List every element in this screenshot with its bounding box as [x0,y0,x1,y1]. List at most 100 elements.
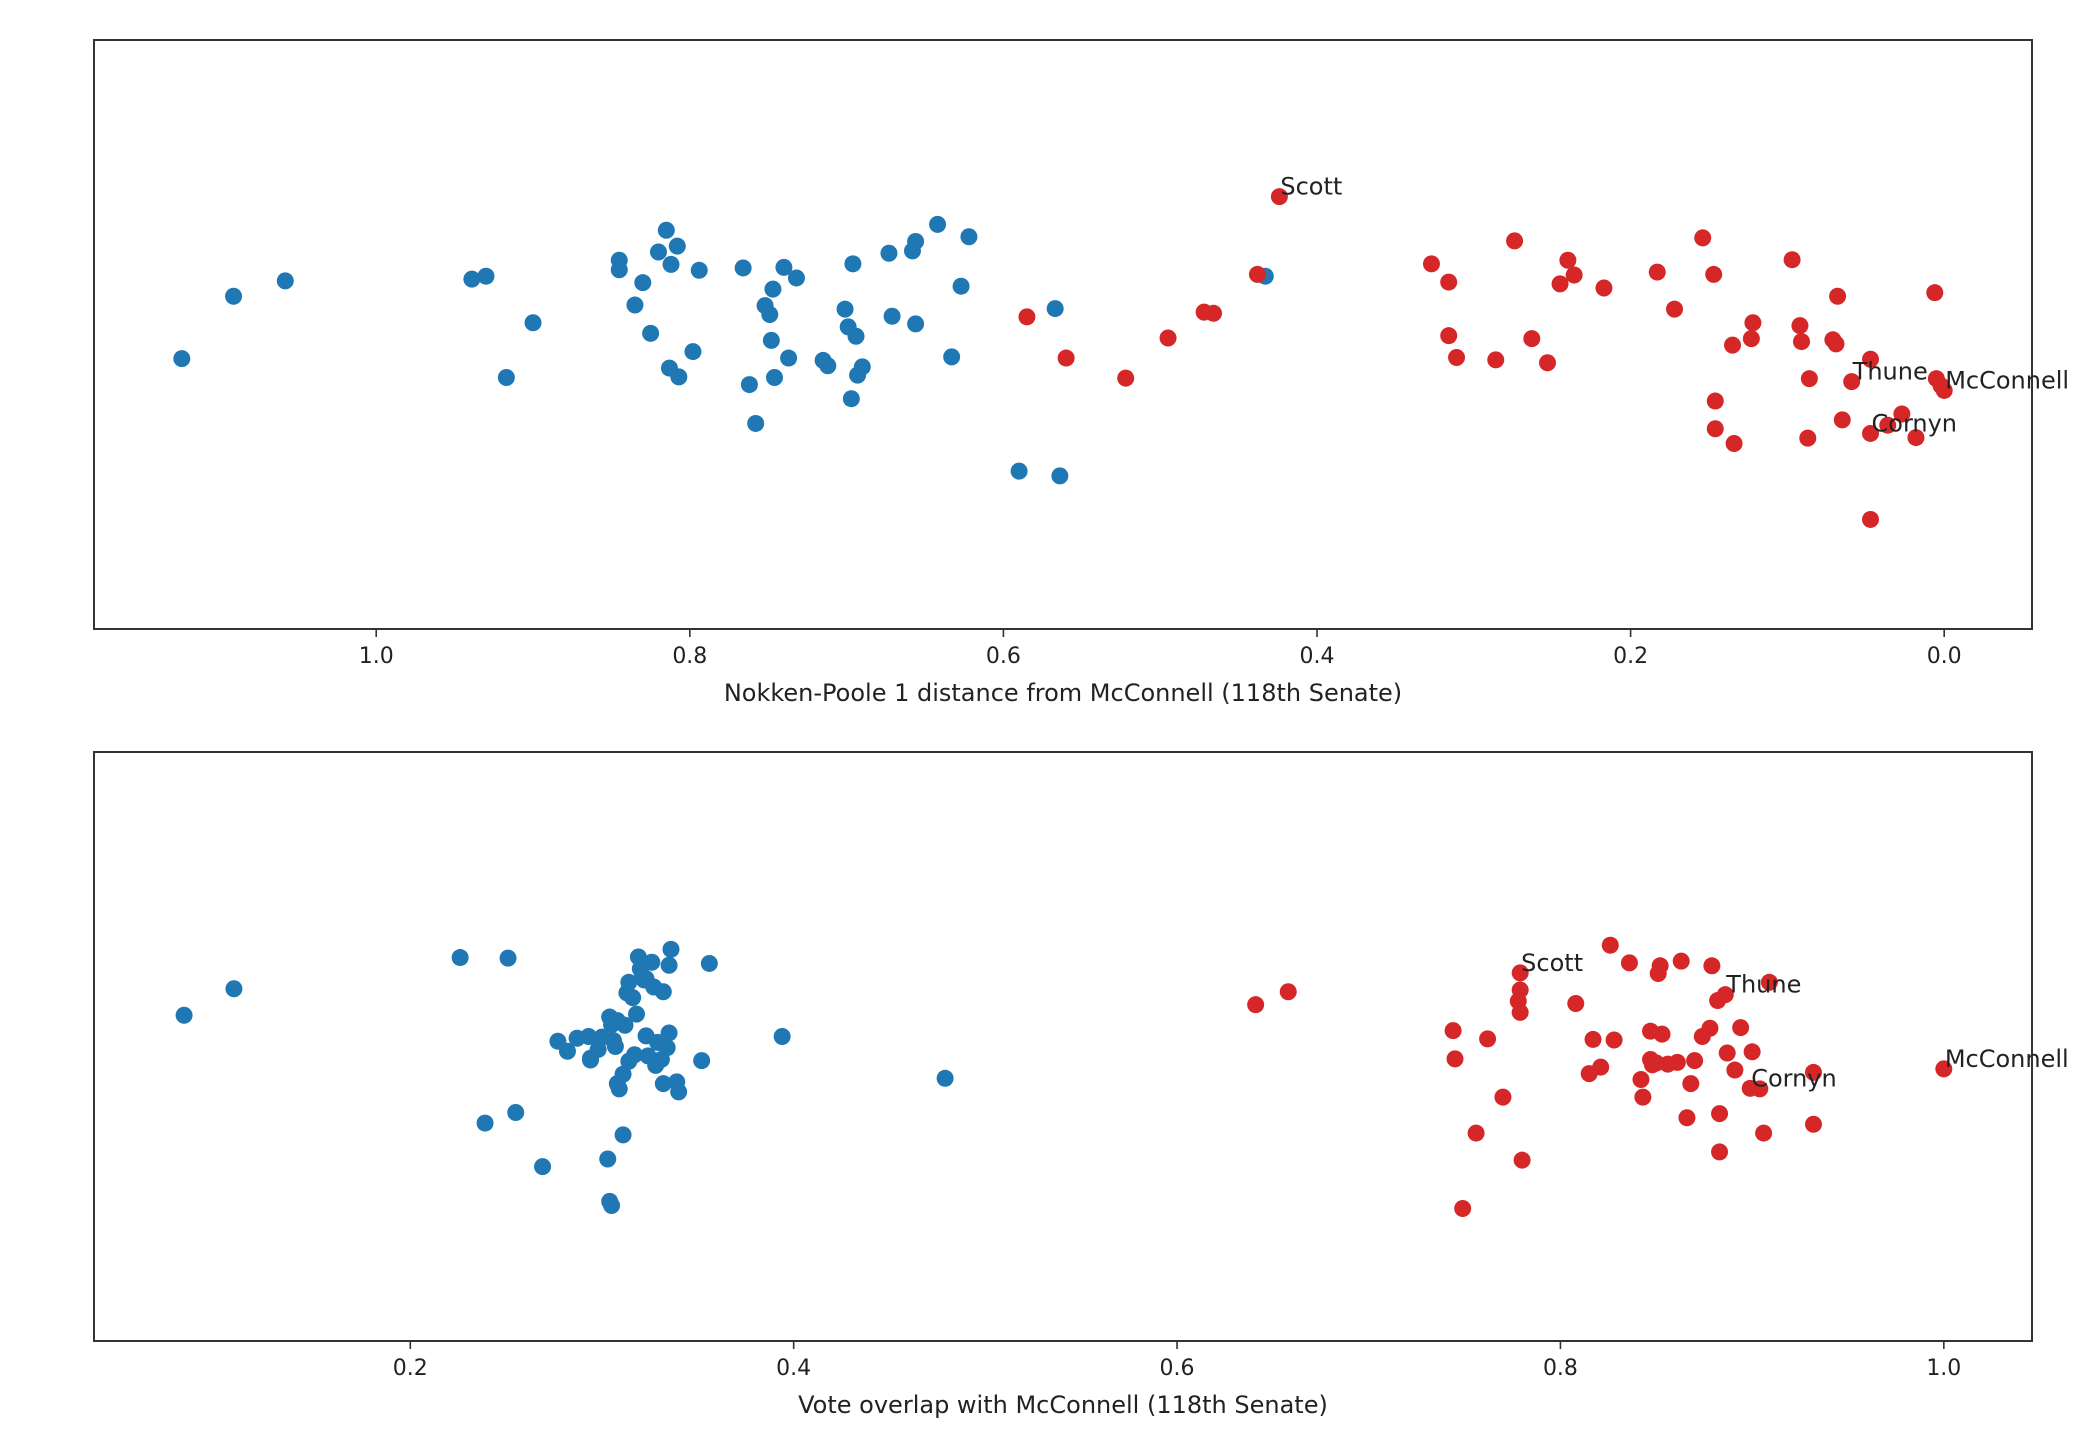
democrat-senator-point [844,255,862,273]
republican-senator-point [1678,1109,1696,1127]
republican-senator-point [1705,265,1723,283]
democrat-senator-point [463,270,481,288]
democrat-senator-point [497,368,515,386]
republican-senator-point [1804,1115,1822,1133]
republican-senator-point [1672,952,1690,970]
republican-senator-point [1446,1050,1464,1068]
republican-senator-point [1862,424,1879,442]
republican-senator-point [1057,349,1075,367]
democrat-senator-point [610,261,628,279]
democrat-senator-point [943,348,961,366]
democrat-senator-point [952,277,970,295]
democrat-senator-point [883,307,901,325]
point-annotation: Thune [1852,358,1928,386]
democrat-senator-point [451,949,469,967]
democrat-senator-point [740,376,758,394]
republican-senator-point [1879,416,1897,434]
democrat-senator-point [225,980,243,998]
republican-senator-point [1454,1199,1472,1217]
republican-senator-point [1440,327,1458,345]
republican-senator-point [1686,1052,1704,1070]
democrat-senator-point [643,953,661,971]
democrat-senator-point [693,1052,711,1070]
republican-senator-point [1511,964,1529,982]
democrat-senator-point [660,956,678,974]
democrat-senator-point [660,1024,678,1042]
democrat-senator-point [614,1126,632,1144]
democrat-senator-point [1051,467,1069,485]
x-tick-label: 0.8 [672,644,707,669]
republican-senator-point [1682,1075,1700,1093]
democrat-senator-point [616,1016,634,1034]
republican-senator-point [1523,330,1541,348]
republican-senator-point [1862,350,1879,368]
democrat-senator-point [670,368,688,386]
republican-senator-point [1732,1019,1750,1037]
x-tick-label: 0.4 [776,1356,811,1381]
point-annotation: Cornyn [1872,409,1958,437]
republican-senator-point [1506,232,1524,250]
republican-senator-point [1827,335,1845,353]
republican-senator-point [1793,333,1811,351]
democrat-senator-point [690,261,708,279]
republican-senator-point [1018,308,1036,326]
republican-senator-point [1159,329,1177,347]
democrat-senator-point [534,1158,552,1176]
republican-senator-point [1248,265,1266,283]
republican-senator-point [1694,229,1712,247]
democrat-senator-point [670,1083,688,1101]
democrat-senator-point [603,1197,621,1215]
democrat-senator-point [507,1103,525,1121]
democrat-senator-point [599,1150,617,1168]
x-tick-label: 0.2 [1613,644,1648,669]
democrat-senator-point [761,305,779,323]
democrat-senator-point [907,315,925,333]
democrat-senator-point [626,296,644,314]
democrat-senator-point [668,237,686,255]
republican-senator-point [1755,1124,1773,1142]
plot-area-frame [93,39,2033,630]
democrat-senator-point [1010,462,1028,480]
republican-senator-point [1725,434,1743,452]
republican-senator-point [1648,263,1666,281]
republican-senator-point [1843,373,1861,391]
republican-senator-point [1716,986,1734,1004]
republican-senator-point [1279,983,1297,1001]
democrat-senator-point [836,300,854,318]
democrat-senator-point [642,324,660,342]
republican-senator-point [1422,255,1440,273]
democrat-senator-point [929,215,947,233]
point-annotation: Scott [1521,949,1583,977]
democrat-senator-point [624,989,642,1007]
democrat-senator-point [780,349,798,367]
republican-senator-point [1668,1053,1686,1071]
republican-senator-point [1592,1058,1610,1076]
democrat-senator-point [175,1006,193,1024]
republican-senator-point [1620,954,1638,972]
republican-senator-point [1666,300,1684,318]
republican-senator-point [1595,279,1613,297]
democrat-senator-point [627,1005,645,1023]
democrat-senator-point [819,357,837,375]
republican-senator-point [1205,304,1223,322]
democrat-senator-point [477,267,495,285]
democrat-senator-point [620,973,638,991]
x-tick-label: 1.0 [359,644,394,669]
democrat-senator-point [634,274,652,292]
x-tick-label: 0.8 [1543,1356,1578,1381]
republican-senator-point [1935,381,1953,399]
democrat-senator-point [765,368,783,386]
democrat-senator-point [662,940,680,958]
republican-senator-point [1862,510,1879,528]
democrat-senator-point [907,232,925,250]
republican-senator-point [1551,275,1569,293]
democrat-senator-point [173,350,191,368]
republican-senator-point [1440,273,1458,291]
democrat-senator-point [606,1038,624,1055]
plot-area-frame [93,751,2033,1342]
democrat-senator-point [654,983,672,1001]
democrat-senator-point [276,272,294,290]
republican-senator-point [1724,336,1742,354]
point-annotation: McConnell [1945,366,2069,394]
